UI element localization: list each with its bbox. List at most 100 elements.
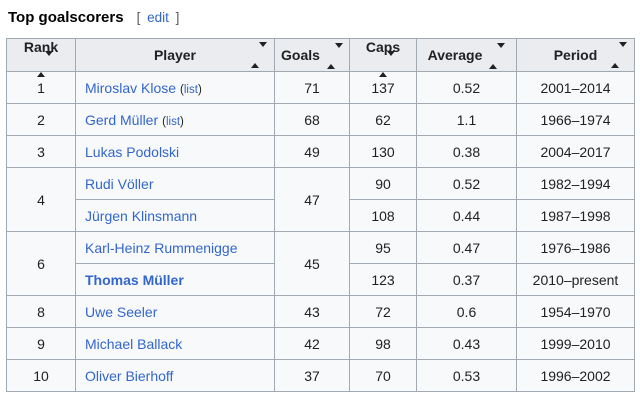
list-suffix: (list) <box>180 84 202 96</box>
average-cell: 0.52 <box>416 167 517 200</box>
rank-cell: 8 <box>6 295 76 328</box>
list-close-paren: ) <box>197 83 202 96</box>
player-link[interactable]: Karl-Heinz Rummenigge <box>85 239 238 256</box>
column-header-caps[interactable]: Caps <box>349 38 417 78</box>
average-cell: 1.1 <box>416 103 517 136</box>
column-header-rank[interactable]: Rank <box>6 38 76 78</box>
player-cell: Thomas Müller <box>75 263 275 296</box>
list-link[interactable]: list <box>165 115 181 128</box>
period-cell: 2004–2017 <box>516 135 635 168</box>
table-row: 3 Lukas Podolski 49 130 0.38 2004–2017 <box>6 135 635 168</box>
goals-cell: 42 <box>274 327 350 360</box>
player-link[interactable]: Oliver Bierhoff <box>85 367 174 384</box>
caps-cell: 62 <box>349 103 417 136</box>
header-label: Goals <box>281 47 320 63</box>
goals-cell: 71 <box>274 71 350 104</box>
column-header-goals[interactable]: Goals <box>274 38 350 72</box>
goals-cell: 37 <box>274 359 350 392</box>
goals-cell: 47 <box>274 167 350 232</box>
header-label: Rank <box>23 39 59 55</box>
average-cell: 0.44 <box>416 199 517 232</box>
average-cell: 0.43 <box>416 327 517 360</box>
period-cell: 2001–2014 <box>516 71 635 104</box>
column-header-period[interactable]: Period <box>516 38 635 72</box>
period-cell: 2010–present <box>516 263 635 296</box>
header-label: Player <box>153 47 197 63</box>
average-cell: 0.6 <box>416 295 517 328</box>
table-row: 1 Miroslav Klose (list) 71 137 0.52 2001–… <box>6 71 635 104</box>
header-label: Period <box>553 47 598 63</box>
average-cell: 0.52 <box>416 71 517 104</box>
player-cell: Michael Ballack <box>75 327 275 360</box>
average-cell: 0.47 <box>416 231 517 264</box>
player-cell: Oliver Bierhoff <box>75 359 275 392</box>
caps-cell: 108 <box>349 199 417 232</box>
table-row: Thomas Müller 123 0.37 2010–present <box>7 263 635 296</box>
list-open-paren: ( <box>180 83 184 96</box>
list-close-paren: ) <box>180 115 184 128</box>
caps-cell: 130 <box>349 135 417 168</box>
section-heading: Top goalscorers [ edit ] <box>8 9 640 26</box>
player-link[interactable]: Lukas Podolski <box>85 143 180 160</box>
player-cell: Karl-Heinz Rummenigge <box>75 231 275 264</box>
edit-open-bracket: [ <box>136 10 145 25</box>
table-row: 8 Uwe Seeler 43 72 0.6 1954–1970 <box>6 295 635 328</box>
rank-cell: 10 <box>6 359 76 392</box>
player-cell: Miroslav Klose (list) <box>75 71 275 104</box>
table-row: 6 Karl-Heinz Rummenigge 45 95 0.47 1976–… <box>6 231 635 296</box>
player-link[interactable]: Michael Ballack <box>85 335 183 352</box>
goals-cell: 45 <box>274 231 350 296</box>
goals-cell: 43 <box>274 295 350 328</box>
average-cell: 0.38 <box>416 135 517 168</box>
player-link[interactable]: Rudi Völler <box>85 175 154 192</box>
player-link[interactable]: Miroslav Klose <box>85 79 177 96</box>
top-goalscorers-table: Rank Player Goals Caps Average Period 1 … <box>6 38 635 392</box>
period-cell: 1982–1994 <box>516 167 635 200</box>
player-cell: Gerd Müller (list) <box>75 103 275 136</box>
table-row: Jürgen Klinsmann 108 0.44 1987–1998 <box>7 199 635 232</box>
edit-link[interactable]: edit <box>147 10 169 25</box>
period-cell: 1976–1986 <box>516 231 635 264</box>
table-row: 2 Gerd Müller (list) 68 62 1.1 1966–1974 <box>6 103 635 136</box>
column-header-player[interactable]: Player <box>75 38 275 72</box>
player-link[interactable]: Gerd Müller <box>85 111 159 128</box>
period-cell: 1987–1998 <box>516 199 635 232</box>
player-cell: Lukas Podolski <box>75 135 275 168</box>
rank-cell: 3 <box>6 135 76 168</box>
list-suffix: (list) <box>162 116 184 128</box>
caps-cell: 98 <box>349 327 417 360</box>
period-cell: 1954–1970 <box>516 295 635 328</box>
goals-cell: 49 <box>274 135 350 168</box>
rank-cell: 4 <box>6 167 76 232</box>
rank-cell: 6 <box>6 231 76 296</box>
caps-cell: 72 <box>349 295 417 328</box>
header-row: Rank Player Goals Caps Average Period <box>6 38 635 78</box>
rank-cell: 2 <box>6 103 76 136</box>
caps-cell: 95 <box>349 231 417 264</box>
player-link[interactable]: Jürgen Klinsmann <box>85 207 198 224</box>
period-cell: 1999–2010 <box>516 327 635 360</box>
list-open-paren: ( <box>162 115 166 128</box>
player-cell: Rudi Völler <box>75 167 275 200</box>
rank-cell: 9 <box>6 327 76 360</box>
player-link[interactable]: Thomas Müller <box>85 271 184 288</box>
player-link[interactable]: Uwe Seeler <box>85 303 158 320</box>
list-link[interactable]: list <box>183 83 198 96</box>
table-row: 9 Michael Ballack 42 98 0.43 1999–2010 <box>6 327 635 360</box>
caps-cell: 70 <box>349 359 417 392</box>
edit-close-bracket: ] <box>171 10 180 25</box>
page-title: Top goalscorers <box>8 9 124 26</box>
average-cell: 0.37 <box>416 263 517 296</box>
header-label: Average <box>427 47 483 63</box>
table-row: 10 Oliver Bierhoff 37 70 0.53 1996–2002 <box>6 359 635 392</box>
period-cell: 1966–1974 <box>516 103 635 136</box>
table-row: 4 Rudi Völler 47 90 0.52 1982–1994 <box>6 167 635 232</box>
player-cell: Uwe Seeler <box>75 295 275 328</box>
caps-cell: 123 <box>349 263 417 296</box>
period-cell: 1996–2002 <box>516 359 635 392</box>
average-cell: 0.53 <box>416 359 517 392</box>
column-header-average[interactable]: Average <box>416 38 517 72</box>
caps-cell: 90 <box>349 167 417 200</box>
edit-section: [ edit ] <box>137 10 180 25</box>
header-label: Caps <box>365 39 401 55</box>
